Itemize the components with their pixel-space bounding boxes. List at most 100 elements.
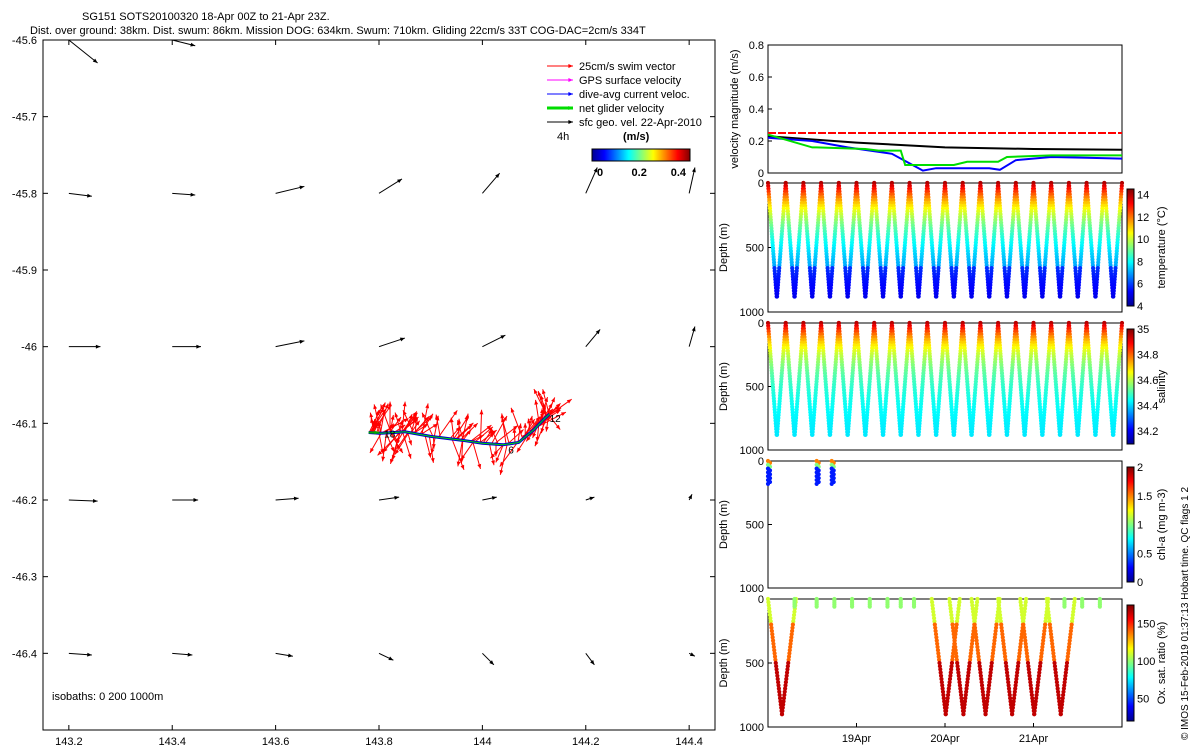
legend-arrow [547, 64, 573, 68]
map-ytick-label: -46.1 [12, 418, 37, 430]
time-xtick-label: 20Apr [930, 733, 960, 745]
sfc-velocity-vector [688, 326, 696, 347]
swim-vector [389, 432, 404, 454]
swim-vector [534, 399, 540, 425]
temperature-colorbar-tick: 8 [1137, 256, 1143, 268]
sfc-velocity-vector [275, 496, 299, 501]
swim-vector [377, 421, 382, 434]
map-xtick-label: 144.4 [675, 736, 703, 748]
temperature-colorbar-tick: 6 [1137, 279, 1143, 291]
swim-vector [499, 444, 508, 475]
isobaths-label: isobaths: 0 200 1000m [52, 691, 163, 703]
swim-vector [394, 432, 410, 455]
legend-label: GPS surface velocity [579, 75, 682, 87]
swim-vector [510, 407, 524, 440]
map-colorbar-tick: 0.2 [632, 167, 647, 179]
swim-vector [527, 418, 531, 433]
temperature-ytick-label: 500 [746, 243, 764, 255]
sfc-velocity-vector [585, 167, 598, 194]
oxygen-ytick-label: 0 [758, 594, 764, 606]
swim-vector [539, 404, 546, 424]
temperature-profiles [765, 180, 1125, 299]
velocity-ylabel: velocity magnitude (m/s) [729, 49, 741, 168]
chlorophyll-ytick-label: 0 [758, 456, 764, 468]
track-time-label: 18 [384, 429, 396, 440]
net-velocity-line [368, 413, 550, 446]
chlorophyll-colorbar-tick: 2 [1137, 462, 1143, 474]
salinity-colorbar-label: salinity [1156, 369, 1168, 403]
sfc-velocity-vector [68, 652, 92, 657]
swim-vector [490, 444, 504, 459]
sfc-velocity-vector [172, 652, 193, 657]
chart-title: SG151 SOTS20100320 18-Apr 00Z to 21-Apr … [82, 11, 330, 23]
swim-vector [535, 411, 567, 429]
sfc-velocity-vector [275, 652, 293, 658]
oxygen-colorbar-label: Ox. sat. ratio (%) [1156, 622, 1168, 705]
sfc-velocity-vector [68, 39, 98, 64]
swim-vector [474, 426, 494, 443]
swim-vector [449, 426, 461, 440]
sfc-velocity-vector [68, 344, 101, 349]
swim-vector [419, 413, 434, 435]
chlorophyll-ylabel: Depth (m) [718, 500, 730, 549]
time-scale-label: 4h [557, 131, 569, 143]
velocity-ytick-label: 0.4 [749, 104, 764, 116]
swim-vector [456, 440, 463, 467]
net-velocity-arrow [368, 430, 379, 435]
salinity-colorbar-tick: 34.8 [1137, 350, 1158, 362]
salinity-ytick-label: 1000 [740, 445, 764, 457]
legend-label: dive-avg current veloc. [579, 89, 690, 101]
track-time-label: 12 [550, 414, 562, 425]
oxygen-colorbar-tick: 150 [1137, 619, 1155, 631]
salinity-ytick-label: 500 [746, 382, 764, 394]
salinity-colorbar-tick: 34.4 [1137, 401, 1158, 413]
swim-vector [499, 442, 518, 467]
legend-label: sfc geo. vel. 22-Apr-2010 [579, 117, 702, 129]
swim-vector [377, 431, 401, 456]
map-ytick-label: -46.4 [12, 648, 37, 660]
swim-vector [414, 416, 419, 434]
sfc-velocity-vector [68, 499, 98, 503]
legend-label: 25cm/s swim vector [579, 61, 676, 73]
sfc-velocity-vector [688, 167, 696, 194]
swim-vector [389, 416, 402, 434]
swim-vector [461, 413, 470, 441]
chlorophyll-colorbar-tick: 0 [1137, 577, 1143, 589]
velocity-ytick-label: 0.6 [749, 72, 764, 84]
temperature-ytick-label: 1000 [740, 307, 764, 319]
sfc-velocity-vector [585, 329, 601, 347]
sfc-velocity-vector [688, 652, 696, 657]
swim-vector [395, 432, 409, 450]
swim-vector [421, 412, 434, 437]
sfc-velocity-vector [585, 653, 595, 666]
temperature-colorbar-tick: 4 [1137, 301, 1143, 313]
swim-vector [472, 441, 482, 470]
map-ytick-label: -46.2 [12, 495, 37, 507]
oxygen-ytick-label: 1000 [740, 722, 764, 734]
salinity-colorbar-tick: 34.6 [1137, 375, 1158, 387]
legend-label: net glider velocity [579, 103, 664, 115]
sfc-velocity-vector [482, 652, 495, 666]
legend-arrow [547, 92, 573, 96]
sfc-velocity-vector [482, 496, 497, 501]
sfc-velocity-vector [68, 192, 92, 198]
sfc-velocity-vector [172, 192, 196, 197]
legend-arrow [547, 106, 573, 110]
sfc-velocity-vector [378, 495, 400, 501]
velocity-series-line [767, 135, 1123, 151]
oxygen-colorbar-tick: 100 [1137, 656, 1155, 668]
oxygen-ytick-label: 500 [746, 658, 764, 670]
swim-vector [433, 415, 440, 437]
map-ytick-label: -45.8 [12, 188, 37, 200]
sfc-velocity-vector [585, 496, 595, 501]
oxygen-ylabel: Depth (m) [718, 639, 730, 688]
map-ytick-label: -45.7 [12, 112, 37, 124]
legend-arrow [547, 120, 573, 124]
time-xtick-label: 19Apr [842, 733, 872, 745]
legend-arrow [547, 78, 573, 82]
swim-vector [380, 404, 392, 433]
temperature-ylabel: Depth (m) [718, 223, 730, 272]
chlorophyll-colorbar-tick: 1.5 [1137, 491, 1152, 503]
swim-vector [491, 415, 508, 445]
